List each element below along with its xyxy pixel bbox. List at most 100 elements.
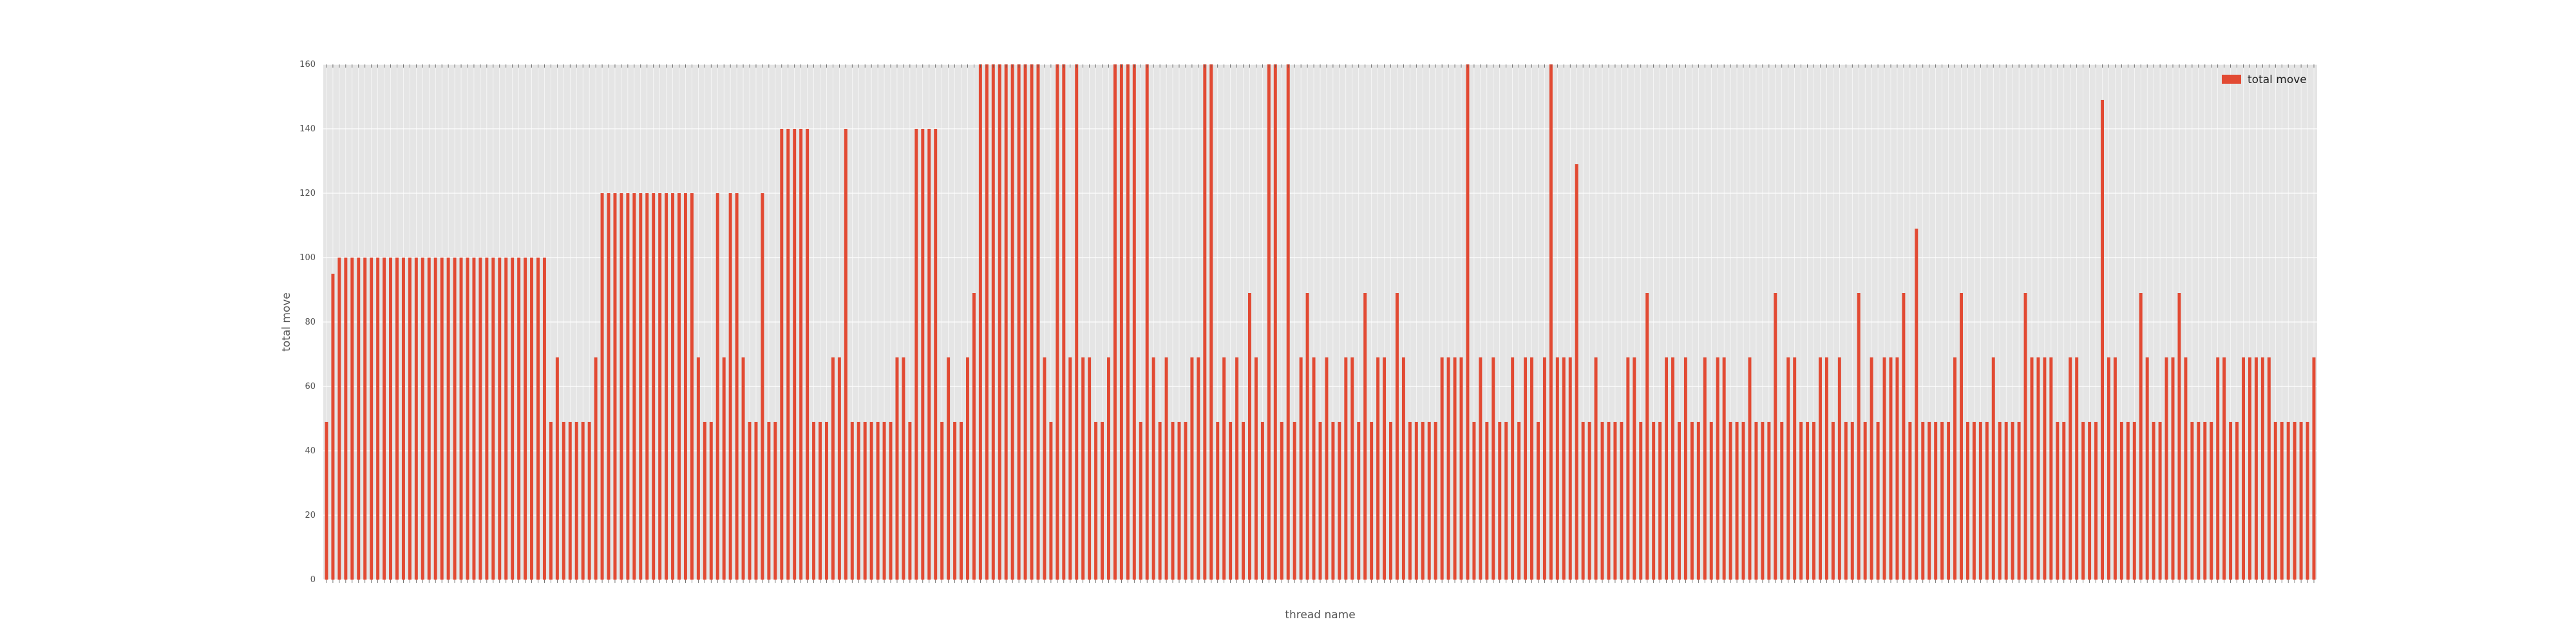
- bar: [1049, 422, 1053, 580]
- bar: [1613, 422, 1617, 580]
- y-tick-label: 20: [305, 511, 316, 520]
- bar: [2139, 293, 2143, 580]
- bar: [882, 422, 886, 580]
- bar: [1145, 64, 1149, 580]
- bar: [1607, 422, 1611, 580]
- bar: [869, 422, 873, 580]
- bar: [889, 422, 893, 580]
- bar: [1305, 293, 1309, 580]
- bar: [728, 193, 732, 580]
- bar: [665, 193, 668, 580]
- bar: [498, 258, 502, 580]
- bar: [2203, 422, 2207, 580]
- bar: [1581, 422, 1585, 580]
- bar: [383, 258, 386, 580]
- bar: [1530, 357, 1534, 580]
- y-tick-label: 60: [305, 382, 316, 392]
- bar: [620, 193, 623, 580]
- bar: [2312, 357, 2316, 580]
- bar: [581, 422, 585, 580]
- bar: [433, 258, 437, 580]
- bar: [2075, 357, 2079, 580]
- bar: [1998, 422, 2002, 580]
- bar: [607, 193, 611, 580]
- bar: [536, 258, 540, 580]
- bar: [1517, 422, 1521, 580]
- bar: [1633, 357, 1636, 580]
- bar: [1819, 357, 1822, 580]
- bar: [1978, 422, 1982, 580]
- bar: [876, 422, 880, 580]
- bar: [2056, 422, 2060, 580]
- bar: [671, 193, 675, 580]
- bar: [2004, 422, 2008, 580]
- bar: [1863, 422, 1867, 580]
- bar: [921, 129, 925, 580]
- bar: [1709, 422, 1713, 580]
- bar: [1960, 293, 1963, 580]
- bar: [1799, 422, 1803, 580]
- bar: [2242, 357, 2246, 580]
- bar: [2081, 422, 2085, 580]
- bar: [2216, 357, 2220, 580]
- bar: [1793, 357, 1797, 580]
- bar: [1850, 422, 1854, 580]
- bar: [530, 258, 534, 580]
- bar: [1915, 229, 1918, 580]
- bar: [517, 258, 521, 580]
- bar: [1299, 357, 1303, 580]
- bar: [1286, 64, 1290, 580]
- bar: [331, 274, 335, 580]
- bar: [2248, 357, 2251, 580]
- bar: [1889, 357, 1893, 580]
- bar: [2197, 422, 2201, 580]
- bar: [1479, 357, 1482, 580]
- bar: [1216, 422, 1220, 580]
- bar: [735, 193, 739, 580]
- bar: [1511, 357, 1515, 580]
- bar: [549, 422, 553, 580]
- bar: [1389, 422, 1392, 580]
- bar: [1921, 422, 1925, 580]
- bar: [677, 193, 681, 580]
- bar: [485, 258, 489, 580]
- bar: [568, 422, 572, 580]
- bar: [780, 129, 784, 580]
- bar: [408, 258, 412, 580]
- bar: [337, 258, 341, 580]
- bar: [1466, 64, 1470, 580]
- bar: [972, 293, 976, 580]
- bar: [1498, 422, 1502, 580]
- bar: [696, 357, 700, 580]
- bar: [446, 258, 450, 580]
- bar: [562, 422, 565, 580]
- bar: [2069, 357, 2072, 580]
- bar: [1786, 357, 1790, 580]
- bar: [2152, 422, 2155, 580]
- bar: [927, 129, 931, 580]
- bar: [1857, 293, 1861, 580]
- bar: [2299, 422, 2303, 580]
- bar: [1036, 64, 1040, 580]
- bar: [1023, 64, 1027, 580]
- bar: [799, 129, 803, 580]
- bar: [895, 357, 899, 580]
- bar: [1658, 422, 1662, 580]
- bar: [1440, 357, 1444, 580]
- bar: [1414, 422, 1418, 580]
- bar: [1542, 357, 1546, 580]
- bar: [1965, 422, 1969, 580]
- bar: [1401, 357, 1405, 580]
- bar: [1177, 422, 1181, 580]
- x-axis-label: thread name: [1285, 609, 1355, 621]
- bar: [1260, 422, 1264, 580]
- bar: [953, 422, 957, 580]
- bar: [1600, 422, 1604, 580]
- bar: [2094, 422, 2098, 580]
- bar: [837, 357, 841, 580]
- bar: [1774, 293, 1777, 580]
- bar: [1325, 357, 1329, 580]
- bar: [1453, 357, 1457, 580]
- bar: [1972, 422, 1976, 580]
- bar: [1665, 357, 1669, 580]
